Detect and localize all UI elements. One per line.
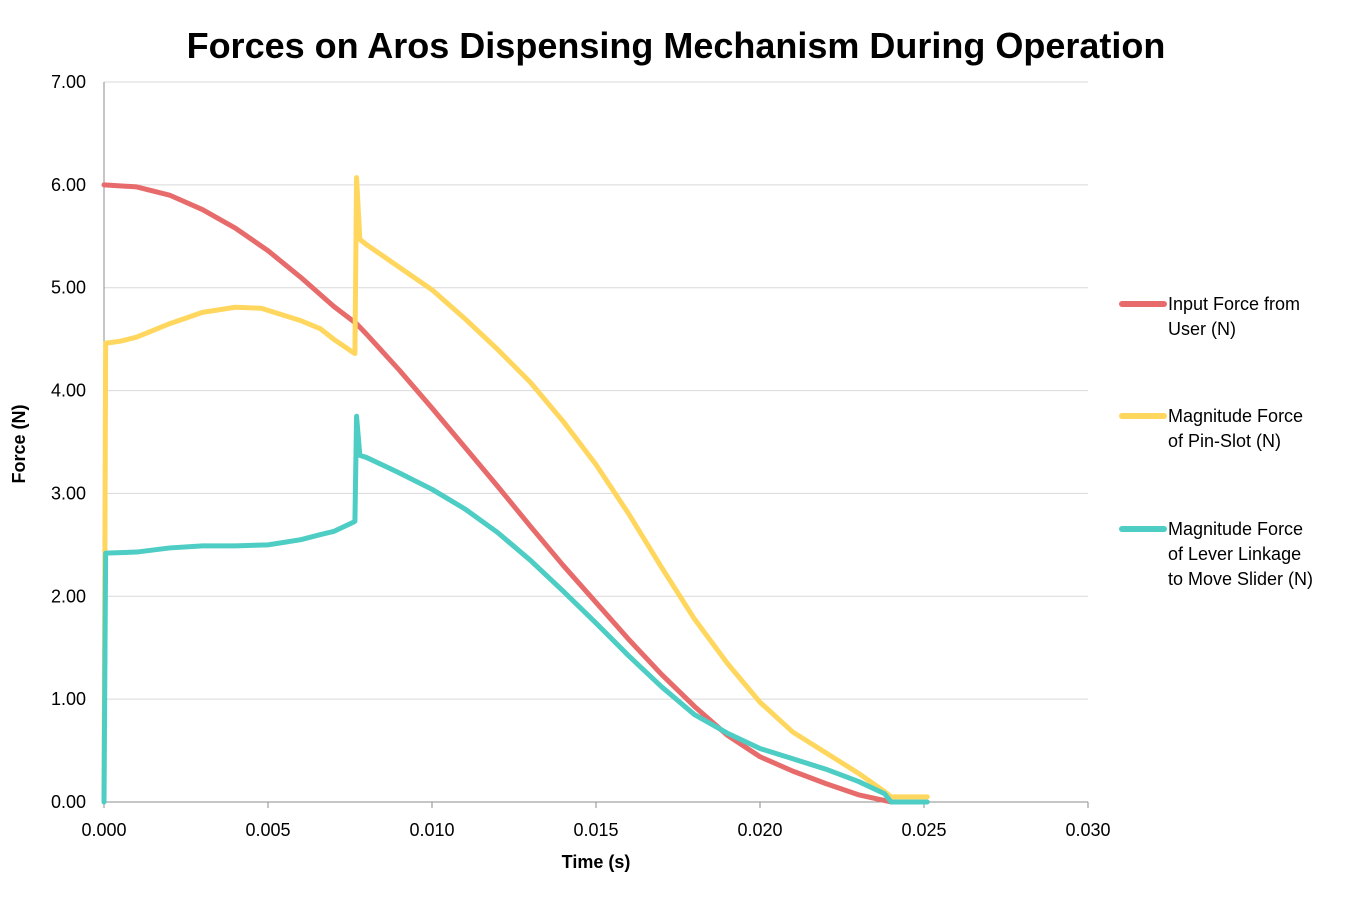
legend-label: to Move Slider (N) (1168, 569, 1313, 589)
legend-entry-1: Input Force from User (N) (1119, 294, 1300, 339)
y-tick-label: 1.00 (51, 689, 86, 709)
legend-entry-2: Magnitude Force of Pin-Slot (N) (1119, 406, 1303, 451)
y-tick-label: 0.00 (51, 792, 86, 812)
series-line-3 (101, 413, 930, 805)
legend-label: Magnitude Force (1168, 406, 1303, 426)
y-tick-label: 2.00 (51, 586, 86, 606)
legend: Input Force from User (N) Magnitude Force o… (1119, 294, 1313, 589)
x-axis-title: Time (s) (562, 852, 631, 872)
x-tick-label: 0.025 (901, 820, 946, 840)
chart-title: Forces on Aros Dispensing Mechanism Duri… (187, 25, 1166, 66)
y-tick-label: 4.00 (51, 381, 86, 401)
series-layer (101, 175, 930, 805)
x-tick-label: 0.000 (81, 820, 126, 840)
legend-label: User (N) (1168, 319, 1236, 339)
series-line-1 (101, 182, 894, 805)
grid-layer (104, 81, 1088, 700)
x-tick-label: 0.005 (245, 820, 290, 840)
y-axis-title: Force (N) (9, 404, 29, 483)
y-tick-label: 6.00 (51, 175, 86, 195)
y-tick-label: 5.00 (51, 278, 86, 298)
legend-label: of Pin-Slot (N) (1168, 431, 1281, 451)
legend-label: Input Force from (1168, 294, 1300, 314)
legend-entry-3: Magnitude Force of Lever Linkage to Move S… (1119, 519, 1313, 589)
legend-label: of Lever Linkage (1168, 544, 1301, 564)
legend-label: Magnitude Force (1168, 519, 1303, 539)
x-tick-label: 0.030 (1065, 820, 1110, 840)
x-tick-label: 0.010 (409, 820, 454, 840)
y-tick-label: 3.00 (51, 483, 86, 503)
x-tick-label: 0.020 (737, 820, 782, 840)
tick-layer: 0.00 1.00 2.00 3.00 4.00 5.00 6.00 7.00 0.000 0.0… (51, 72, 1111, 840)
y-tick-label: 7.00 (51, 72, 86, 92)
series-line-2 (101, 175, 930, 805)
x-tick-label: 0.015 (573, 820, 618, 840)
